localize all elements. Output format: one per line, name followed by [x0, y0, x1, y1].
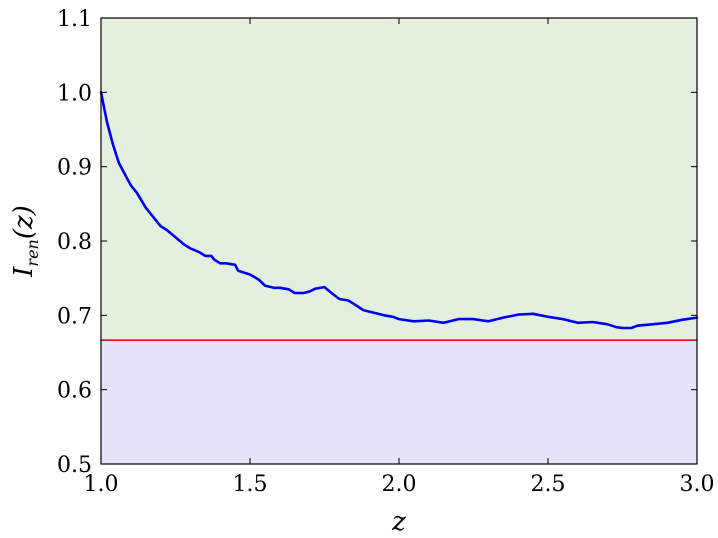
y-tick-label: 0.5 [57, 453, 92, 478]
x-tick-label: 1.5 [233, 472, 268, 497]
y-tick-label: 1.1 [57, 7, 92, 32]
y-tick-label: 0.7 [57, 304, 92, 329]
series-line [99, 91, 699, 330]
x-tick-label: 1.0 [84, 472, 119, 497]
y-axis-label-sub: ren [23, 239, 42, 266]
x-tick-label: 2.0 [382, 472, 417, 497]
x-axis-label: z [391, 507, 406, 537]
y-tick-label: 0.8 [57, 230, 92, 255]
region-above-threshold [101, 18, 697, 341]
y-axis-label: Iren(z) [9, 205, 42, 278]
x-tick-label: 3.0 [680, 472, 715, 497]
y-tick-label: 0.6 [57, 379, 92, 404]
y-axis-label-arg: (z) [9, 205, 39, 239]
y-tick-label: 0.9 [57, 156, 92, 181]
plot-frame [100, 17, 698, 465]
x-tick-label: 2.5 [531, 472, 566, 497]
axis-ticks: 1.0 1.5 2.0 2.5 3.0 0.5 0.6 0.7 0.8 0.9 1.0 1.1 [57, 7, 715, 497]
y-tick-label: 1.0 [57, 81, 92, 106]
region-below-threshold [101, 340, 697, 464]
y-axis-label-main: I [9, 266, 39, 278]
